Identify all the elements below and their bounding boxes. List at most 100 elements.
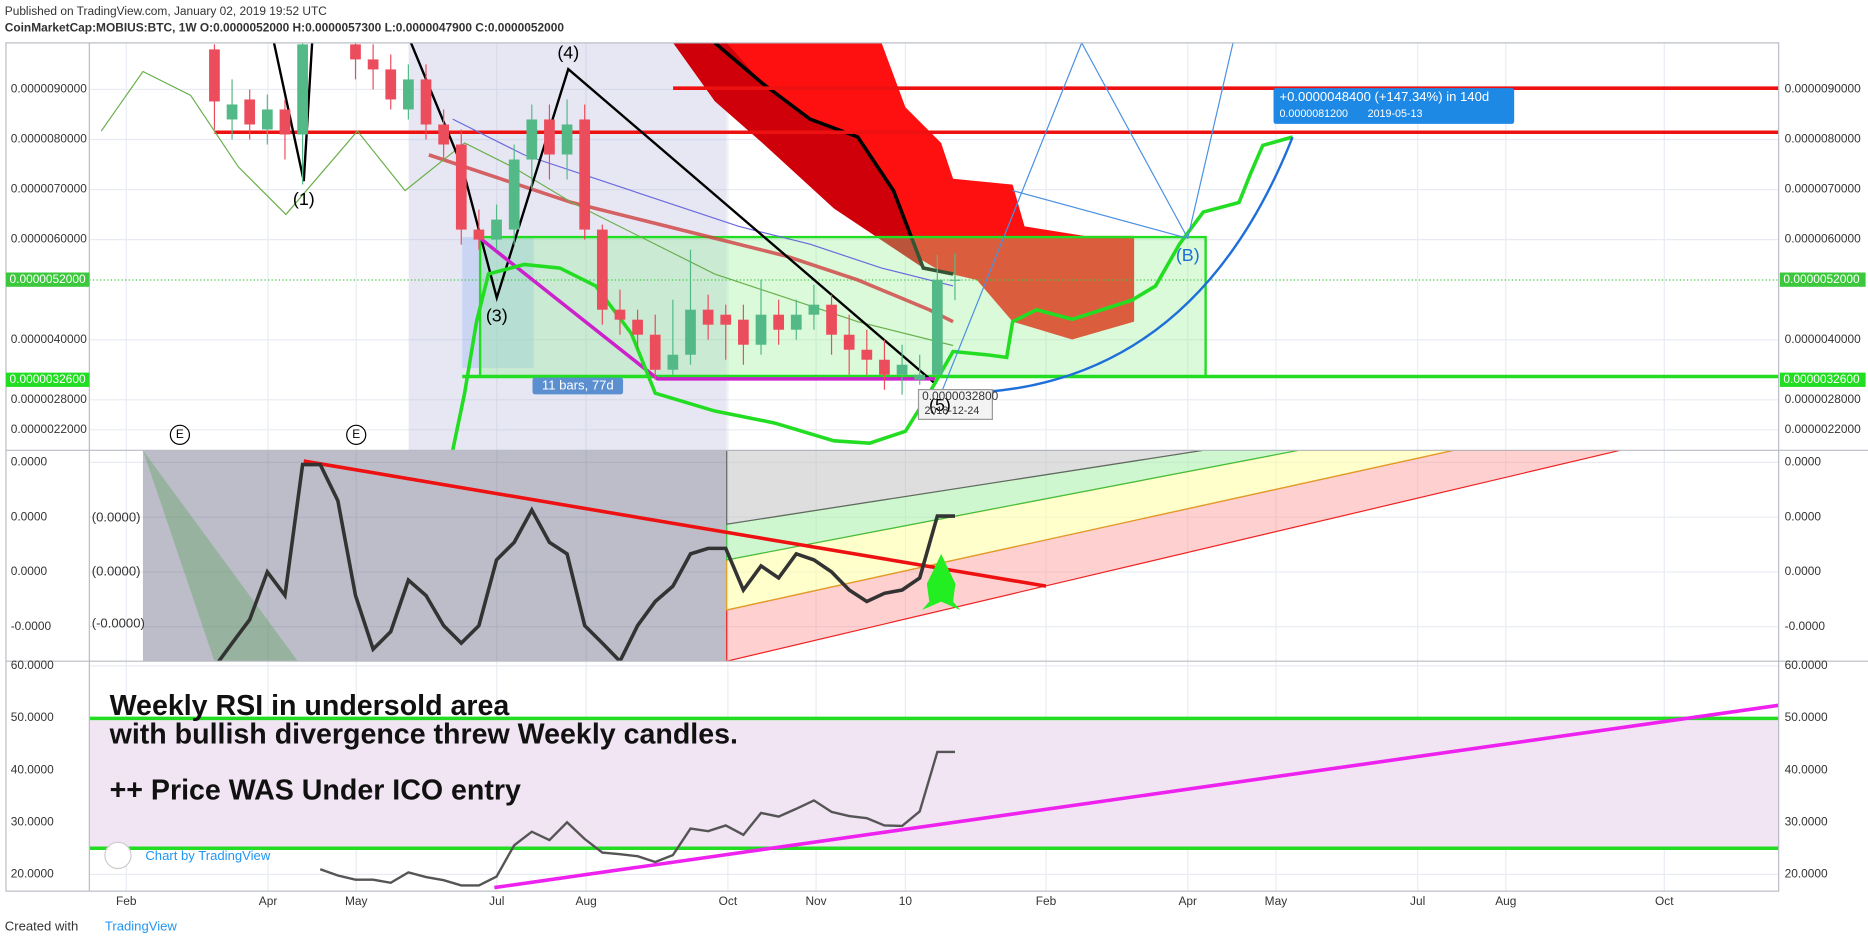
candles bbox=[209, 42, 961, 395]
y-tick-label: 50.0000 bbox=[1785, 710, 1828, 724]
box bbox=[478, 235, 1207, 378]
x-tick-label: Nov bbox=[805, 894, 826, 908]
y-tick-label: 20.0000 bbox=[11, 867, 54, 881]
level-label: (-0.0000) bbox=[92, 616, 145, 631]
y-tick-label: 0.0000 bbox=[1785, 455, 1822, 469]
measure-change: +0.0000048400 (+147.34%) in 140d bbox=[1279, 89, 1489, 104]
candle-body bbox=[491, 219, 502, 240]
cloud bbox=[673, 42, 924, 269]
candle-body bbox=[861, 349, 873, 360]
price-marker bbox=[5, 272, 90, 287]
y-tick-label: 0.0000 bbox=[1785, 564, 1822, 578]
x-tick-label: Jul bbox=[1410, 894, 1425, 908]
candle-body bbox=[367, 59, 379, 70]
candle-body bbox=[949, 279, 961, 281]
price-marker bbox=[1779, 372, 1866, 387]
candle-body bbox=[667, 354, 679, 370]
wave-label: (4) bbox=[557, 42, 579, 62]
y-tick-label: 30.0000 bbox=[11, 814, 54, 828]
candle-body bbox=[544, 119, 555, 155]
published: Published on TradingView.com, January 02… bbox=[5, 4, 328, 18]
candle-body bbox=[508, 159, 520, 230]
mid-drawings bbox=[142, 450, 1621, 662]
wave-label: (B) bbox=[1176, 245, 1200, 265]
candle-body bbox=[826, 304, 837, 335]
candle-body bbox=[385, 69, 397, 100]
wave-label: (1) bbox=[293, 189, 315, 209]
candle-body bbox=[403, 79, 414, 110]
candle-body bbox=[879, 359, 890, 375]
wave-label: (3) bbox=[486, 306, 508, 326]
wave-label: E bbox=[352, 427, 360, 441]
wave-label: (5) bbox=[929, 395, 951, 415]
wave-circle bbox=[346, 424, 367, 445]
y-tick-label: -0.0000 bbox=[1785, 619, 1826, 633]
frames bbox=[5, 42, 1868, 892]
watermark: Chart by TradingView bbox=[145, 848, 270, 863]
range-label: 11 bars, 77d bbox=[542, 377, 614, 392]
measure-date: 2019-05-13 bbox=[1368, 108, 1423, 120]
shade bbox=[142, 450, 727, 662]
level-label: (0.0000) bbox=[92, 510, 141, 525]
fan bbox=[726, 450, 1204, 525]
wave-circle bbox=[169, 424, 191, 445]
measure-box bbox=[1273, 88, 1515, 124]
x-tick-label: Aug bbox=[1495, 894, 1516, 908]
x-tick-label: May bbox=[345, 894, 368, 908]
y-tick-label: 0.0000040000 bbox=[11, 332, 88, 346]
rocket bbox=[922, 553, 961, 610]
candle-body bbox=[226, 104, 238, 120]
y-tick-label: 0.0000080000 bbox=[11, 132, 88, 146]
candle-body bbox=[931, 279, 943, 375]
candle-body bbox=[279, 109, 291, 135]
candle-body bbox=[438, 124, 450, 145]
x-tick-label: Feb bbox=[1036, 894, 1057, 908]
candle-body bbox=[720, 314, 732, 325]
y-tick-label: 0.0000022000 bbox=[1785, 422, 1862, 436]
annotation: Weekly RSI in undersold area bbox=[110, 690, 511, 722]
x-tick-label: Jul bbox=[489, 894, 504, 908]
x-tick-label: Feb bbox=[116, 894, 137, 908]
y-tick-label: 0.0000090000 bbox=[1785, 82, 1862, 96]
candle-body bbox=[649, 334, 661, 370]
range-box bbox=[532, 377, 624, 395]
candle-body bbox=[579, 119, 591, 230]
annotation: with bullish divergence threw Weekly can… bbox=[109, 718, 738, 750]
candle-body bbox=[420, 79, 432, 125]
wave-label: E bbox=[176, 427, 184, 441]
x-tick-label: May bbox=[1265, 894, 1288, 908]
x-tick-label: Aug bbox=[576, 894, 597, 908]
level-label: (0.0000) bbox=[92, 563, 141, 578]
series-line bbox=[216, 462, 955, 662]
candle-body bbox=[455, 144, 467, 230]
y-tick-label: 0.0000060000 bbox=[11, 232, 88, 246]
footer-brand: TradingView bbox=[105, 918, 178, 933]
candle-body bbox=[297, 44, 308, 135]
y-tick-label: 0.0000090000 bbox=[11, 82, 88, 96]
x-tick-label: Oct bbox=[719, 894, 738, 908]
y-tick-label: 30.0000 bbox=[1785, 814, 1828, 828]
projection bbox=[953, 136, 1294, 395]
rsi-drawings bbox=[89, 703, 1779, 890]
candle-body bbox=[738, 319, 749, 345]
candle-body bbox=[261, 109, 273, 130]
y-tick-label: 0.0000070000 bbox=[1785, 182, 1862, 196]
y-tick-label: 0.0000 bbox=[11, 455, 48, 469]
candle-body bbox=[596, 229, 608, 310]
y-tick-label: 0.0000028000 bbox=[1785, 392, 1862, 406]
y-tick-label: 0.0000022000 bbox=[11, 422, 88, 436]
candle-body bbox=[808, 304, 820, 315]
candle-body bbox=[526, 119, 538, 160]
line bbox=[713, 42, 954, 276]
y-tick-label: 0.0000028000 bbox=[11, 392, 88, 406]
candle-body bbox=[614, 309, 626, 320]
y-tick-label: 20.0000 bbox=[1785, 867, 1828, 881]
footer-created: Created with bbox=[5, 918, 79, 933]
trendline bbox=[494, 703, 1779, 890]
x-tick-label: 10 bbox=[899, 894, 913, 908]
annotation: ++ Price WAS Under ICO entry bbox=[110, 774, 521, 806]
fan bbox=[726, 450, 1454, 611]
candle-body bbox=[632, 319, 643, 335]
